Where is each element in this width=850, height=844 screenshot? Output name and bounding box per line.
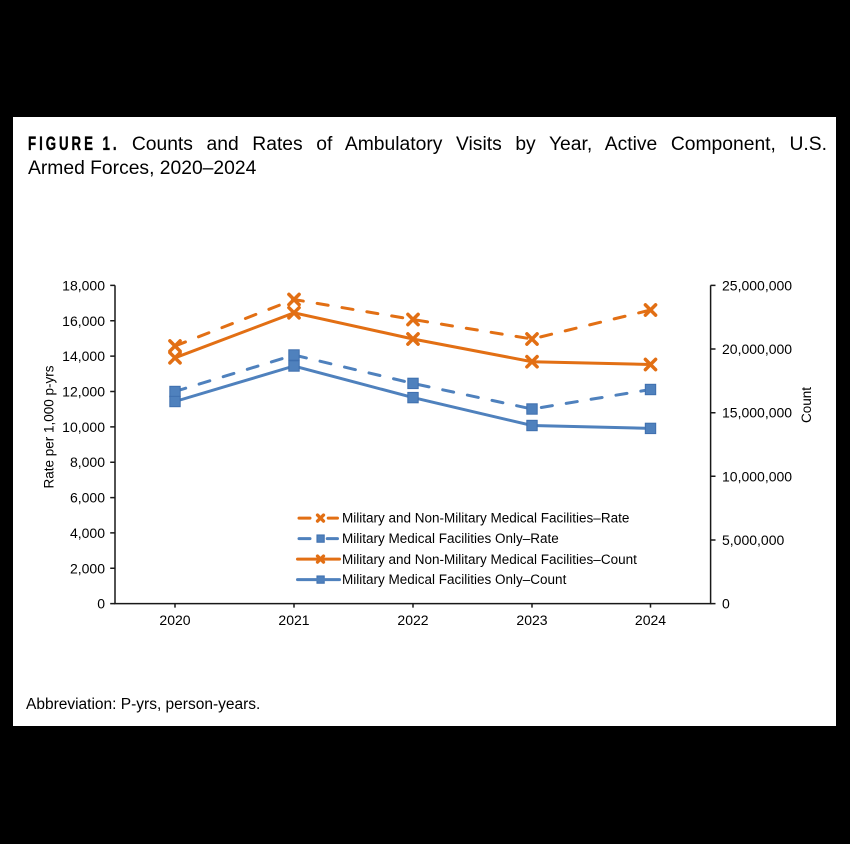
svg-text:10,000: 10,000 (62, 419, 105, 435)
svg-text:18,000: 18,000 (62, 277, 105, 293)
svg-text:Military and Non-Military Medi: Military and Non-Military Medical Facili… (342, 511, 629, 526)
svg-text:2021: 2021 (278, 612, 309, 628)
svg-text:15,000,000: 15,000,000 (722, 405, 792, 421)
svg-text:16,000: 16,000 (62, 313, 105, 329)
svg-text:6,000: 6,000 (70, 490, 105, 506)
svg-text:2022: 2022 (397, 612, 428, 628)
svg-text:5,000,000: 5,000,000 (722, 532, 784, 548)
svg-text:10,000,000: 10,000,000 (722, 468, 792, 484)
svg-text:Military Medical Facilities On: Military Medical Facilities Only–Count (342, 572, 567, 587)
svg-text:2,000: 2,000 (70, 560, 105, 576)
svg-text:2020: 2020 (159, 612, 190, 628)
svg-text:2023: 2023 (516, 612, 547, 628)
svg-text:25,000,000: 25,000,000 (722, 277, 792, 293)
svg-text:Rate per 1,000 p-yrs: Rate per 1,000 p-yrs (42, 365, 57, 488)
svg-text:14,000: 14,000 (62, 348, 105, 364)
svg-text:Military Medical Facilities On: Military Medical Facilities Only–Rate (342, 531, 559, 546)
svg-text:4,000: 4,000 (70, 525, 105, 541)
svg-text:Count: Count (799, 387, 814, 423)
svg-text:8,000: 8,000 (70, 454, 105, 470)
svg-text:12,000: 12,000 (62, 384, 105, 400)
svg-text:0: 0 (722, 596, 730, 612)
svg-text:2024: 2024 (635, 612, 666, 628)
svg-text:0: 0 (97, 596, 105, 612)
svg-text:20,000,000: 20,000,000 (722, 341, 792, 357)
svg-text:Military and Non-Military Medi: Military and Non-Military Medical Facili… (342, 552, 637, 567)
